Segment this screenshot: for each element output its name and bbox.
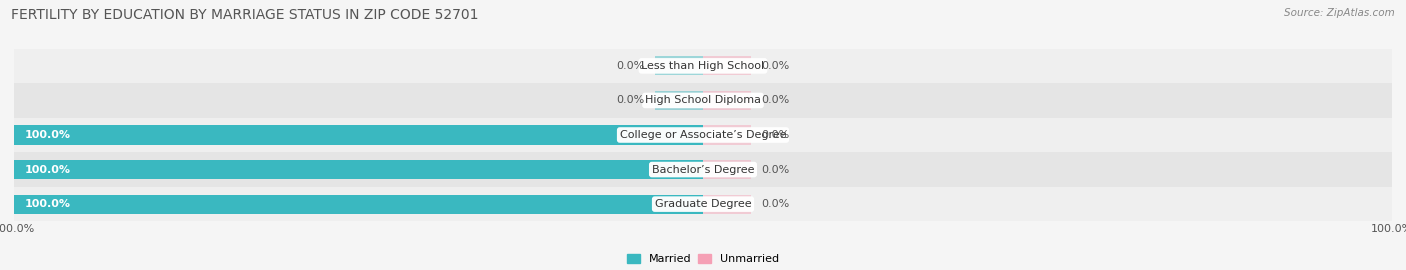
Legend: Married, Unmarried: Married, Unmarried [627,254,779,264]
Text: 0.0%: 0.0% [762,199,790,209]
Bar [703,56,751,75]
Text: Less than High School: Less than High School [641,61,765,71]
Bar [703,195,751,214]
Text: College or Associate’s Degree: College or Associate’s Degree [620,130,786,140]
Bar [14,126,703,144]
Bar [14,160,703,179]
Text: Graduate Degree: Graduate Degree [655,199,751,209]
Bar [14,83,1392,118]
Text: 100.0%: 100.0% [24,199,70,209]
Text: Source: ZipAtlas.com: Source: ZipAtlas.com [1284,8,1395,18]
Bar [14,152,1392,187]
Bar [14,49,1392,83]
Bar [14,195,703,214]
Text: 0.0%: 0.0% [762,61,790,71]
Bar [655,56,703,75]
Bar [14,118,1392,152]
Text: 0.0%: 0.0% [762,95,790,106]
Text: 0.0%: 0.0% [762,130,790,140]
Bar [703,160,751,179]
Text: 100.0%: 100.0% [24,130,70,140]
Text: High School Diploma: High School Diploma [645,95,761,106]
Text: 0.0%: 0.0% [616,61,644,71]
Text: Bachelor’s Degree: Bachelor’s Degree [652,164,754,175]
Text: 100.0%: 100.0% [24,164,70,175]
Bar [655,91,703,110]
Text: 0.0%: 0.0% [616,95,644,106]
Bar [14,187,1392,221]
Text: FERTILITY BY EDUCATION BY MARRIAGE STATUS IN ZIP CODE 52701: FERTILITY BY EDUCATION BY MARRIAGE STATU… [11,8,479,22]
Text: 0.0%: 0.0% [762,164,790,175]
Bar [703,126,751,144]
Bar [703,91,751,110]
